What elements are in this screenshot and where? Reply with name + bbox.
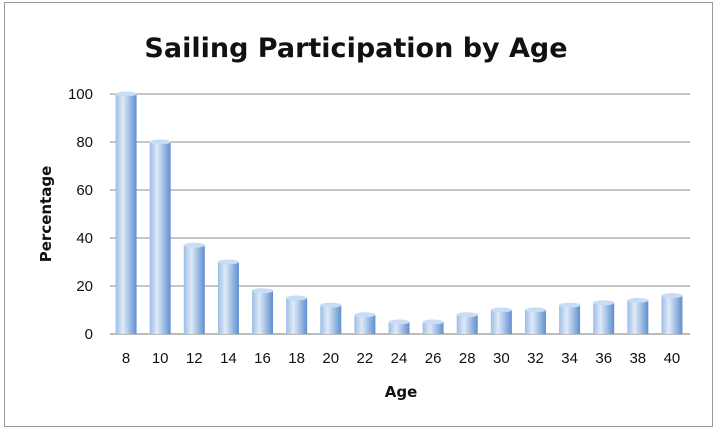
bar-cap-age-28 [456, 312, 478, 318]
bar-age-22 [354, 314, 376, 334]
bar-age-36 [593, 302, 615, 334]
bar-cap-age-20 [320, 302, 342, 308]
bar-age-14 [217, 262, 239, 334]
bar-cap-age-40 [661, 293, 683, 299]
bar-cap-age-30 [490, 307, 512, 313]
x-tick-label: 12 [186, 350, 203, 367]
x-tick-label: 10 [152, 350, 169, 367]
x-tick-label: 16 [254, 350, 271, 367]
y-tick-label: 80 [76, 134, 93, 151]
bar-cap-age-26 [422, 319, 444, 325]
bar-cap-age-8 [115, 91, 137, 97]
x-axis-label: Age [385, 383, 418, 401]
bar-cap-age-38 [627, 297, 649, 303]
bars [115, 91, 683, 334]
y-tick-label: 40 [76, 230, 93, 247]
x-tick-label: 32 [527, 350, 544, 367]
bar-cap-age-32 [524, 307, 546, 313]
x-tick-label: 26 [425, 350, 442, 367]
y-tick-label: 0 [85, 326, 93, 343]
bar-cap-age-36 [593, 300, 615, 306]
x-tick-label: 40 [664, 350, 681, 367]
bar-age-18 [286, 298, 308, 334]
bar-age-32 [524, 310, 546, 334]
x-tick-label: 14 [220, 350, 237, 367]
y-tick-label: 60 [76, 182, 93, 199]
x-axis-ticks: 8 10 12 14 16 18 20 22 24 26 28 30 32 34 36 38 40 [122, 350, 680, 367]
x-tick-label: 22 [357, 350, 374, 367]
bar-age-30 [490, 310, 512, 334]
bar-age-26 [422, 322, 444, 334]
bar-age-40 [661, 295, 683, 334]
bar-age-34 [559, 305, 581, 334]
x-tick-label: 34 [561, 350, 578, 367]
bar-age-24 [388, 322, 410, 334]
bar-cap-age-18 [286, 295, 308, 301]
chart-title: Sailing Participation by Age [144, 33, 567, 64]
bar-age-16 [252, 290, 274, 334]
x-tick-label: 8 [122, 350, 130, 367]
bar-age-38 [627, 300, 649, 334]
bar-age-20 [320, 305, 342, 334]
x-tick-label: 18 [288, 350, 305, 367]
x-tick-label: 28 [459, 350, 476, 367]
bar-age-10 [149, 142, 171, 334]
x-tick-label: 38 [629, 350, 646, 367]
y-tick-label: 100 [68, 86, 93, 103]
x-tick-label: 30 [493, 350, 510, 367]
bar-age-12 [183, 245, 205, 334]
bar-cap-age-10 [149, 139, 171, 145]
x-tick-label: 24 [391, 350, 408, 367]
bar-cap-age-16 [252, 288, 274, 294]
y-axis-ticks: 0 20 40 60 80 100 [68, 86, 93, 343]
x-tick-label: 36 [595, 350, 612, 367]
y-axis-label: Percentage [37, 166, 55, 263]
bar-cap-age-24 [388, 319, 410, 325]
bar-cap-age-34 [559, 302, 581, 308]
bar-age-28 [456, 314, 478, 334]
bar-cap-age-22 [354, 312, 376, 318]
bar-age-8 [115, 94, 137, 334]
x-tick-label: 20 [322, 350, 339, 367]
y-tick-label: 20 [76, 278, 93, 295]
bar-cap-age-12 [183, 242, 205, 248]
bar-cap-age-14 [217, 259, 239, 265]
